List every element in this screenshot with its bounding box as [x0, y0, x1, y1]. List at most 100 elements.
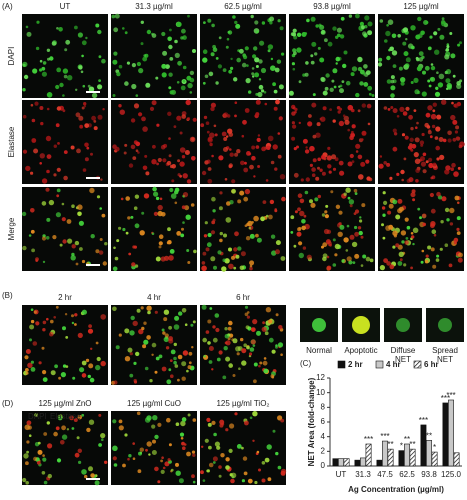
cell	[275, 451, 279, 456]
cell	[114, 13, 120, 19]
cell	[395, 243, 400, 248]
cell	[228, 69, 233, 74]
cell	[292, 124, 297, 129]
cell	[315, 176, 320, 181]
cell	[316, 122, 321, 127]
cell	[95, 364, 101, 371]
cell	[410, 45, 415, 50]
cell	[333, 85, 337, 89]
cell	[174, 52, 180, 59]
cell	[84, 157, 89, 162]
cell	[41, 471, 46, 475]
cell	[311, 41, 317, 47]
cell	[24, 424, 31, 431]
cell	[397, 198, 403, 204]
column-label: 31.3 µg/ml	[135, 2, 173, 11]
cell	[260, 216, 265, 222]
cell	[324, 214, 329, 219]
cell	[422, 70, 426, 75]
cell	[347, 104, 354, 111]
cell	[362, 31, 367, 37]
cell	[182, 65, 187, 70]
cell	[24, 355, 29, 360]
cell	[263, 357, 267, 360]
cell	[241, 446, 244, 450]
micrograph	[200, 304, 286, 385]
cell	[128, 163, 134, 168]
cell	[217, 250, 222, 255]
cell	[158, 234, 164, 239]
cell	[265, 214, 269, 218]
cell	[221, 266, 227, 272]
cell	[47, 57, 50, 61]
cell	[70, 255, 76, 261]
cell	[298, 241, 303, 246]
cell	[86, 146, 90, 150]
cell	[170, 193, 177, 199]
cell	[186, 451, 191, 457]
y-tick-label: 2	[321, 446, 326, 455]
cell	[361, 138, 364, 141]
cell	[261, 461, 266, 465]
cell	[179, 131, 183, 135]
cell	[215, 81, 219, 85]
cell	[114, 146, 120, 152]
cell	[100, 178, 103, 181]
cell	[96, 195, 101, 199]
cell	[210, 256, 216, 262]
cell	[413, 152, 419, 158]
cell	[173, 125, 177, 129]
cell	[429, 135, 433, 139]
cell	[251, 155, 256, 161]
cell	[234, 101, 238, 104]
cell	[85, 358, 90, 363]
cell	[303, 214, 307, 218]
cell	[112, 94, 116, 97]
cell	[326, 155, 332, 160]
cell	[161, 366, 167, 372]
cell	[256, 237, 262, 243]
cell	[246, 64, 249, 67]
cell	[135, 351, 140, 356]
cell	[156, 123, 160, 127]
cell	[412, 198, 416, 202]
cell	[364, 15, 370, 21]
micrograph	[200, 14, 286, 98]
cell	[458, 252, 463, 258]
cell	[232, 15, 236, 19]
cell	[440, 220, 444, 224]
cell	[281, 196, 286, 202]
cell	[124, 433, 128, 437]
cell	[101, 438, 104, 442]
cell	[254, 480, 258, 485]
cell	[181, 376, 186, 381]
cell	[425, 112, 431, 118]
cell	[202, 57, 208, 63]
cell	[338, 160, 344, 166]
cell	[434, 49, 440, 55]
cell	[250, 14, 254, 19]
cell	[204, 74, 209, 79]
cell	[365, 159, 370, 164]
cell	[132, 320, 138, 327]
cell	[306, 18, 310, 23]
cell	[293, 35, 298, 40]
cell	[46, 217, 51, 222]
cell	[46, 48, 51, 52]
cell	[34, 413, 39, 417]
cell	[247, 220, 253, 227]
cell	[55, 305, 59, 309]
inset-cell	[352, 316, 370, 334]
cell	[353, 188, 358, 193]
cell	[240, 251, 246, 257]
inset-cell	[312, 318, 326, 332]
cell	[355, 143, 361, 149]
cell	[46, 154, 52, 160]
cell	[243, 55, 248, 60]
cell	[43, 432, 48, 436]
cell	[362, 254, 367, 259]
cell	[71, 252, 75, 257]
cell	[46, 169, 50, 174]
micrograph	[378, 187, 464, 271]
cell	[201, 261, 206, 265]
